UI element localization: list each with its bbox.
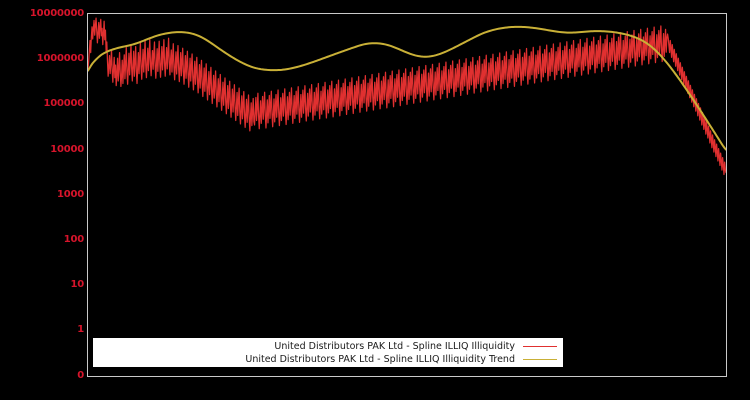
- y-tick-0: 0: [77, 369, 84, 381]
- legend-swatch-illiquidity: [523, 345, 557, 347]
- y-tick-10000: 10000: [50, 143, 84, 155]
- y-tick-1: 1: [77, 324, 84, 336]
- y-tick-1000000: 1000000: [36, 53, 85, 65]
- y-tick-10: 10: [70, 279, 84, 291]
- series-line-illiquidity: [88, 17, 726, 176]
- y-tick-1000: 1000: [56, 188, 84, 200]
- chart-legend: United Distributors PAK Ltd - Spline ILL…: [93, 338, 563, 367]
- legend-label-illiquidity: United Distributors PAK Ltd - Spline ILL…: [274, 340, 515, 352]
- legend-item-illiquidity-trend: United Distributors PAK Ltd - Spline ILL…: [93, 353, 559, 366]
- legend-swatch-illiquidity-trend: [523, 358, 557, 360]
- y-axis-tick-labels: 10000000 1000000 100000 10000 1000 100 10 1 0: [0, 0, 84, 400]
- legend-label-illiquidity-trend: United Distributors PAK Ltd - Spline ILL…: [245, 353, 515, 365]
- series-line-illiquidity-trend: [88, 25, 726, 151]
- y-tick-100000: 100000: [43, 98, 84, 110]
- y-tick-10000000: 10000000: [29, 8, 84, 19]
- legend-item-illiquidity: United Distributors PAK Ltd - Spline ILL…: [93, 340, 559, 353]
- y-tick-100: 100: [63, 234, 84, 245]
- plot-area: [87, 13, 727, 377]
- plot-svg: [88, 17, 726, 176]
